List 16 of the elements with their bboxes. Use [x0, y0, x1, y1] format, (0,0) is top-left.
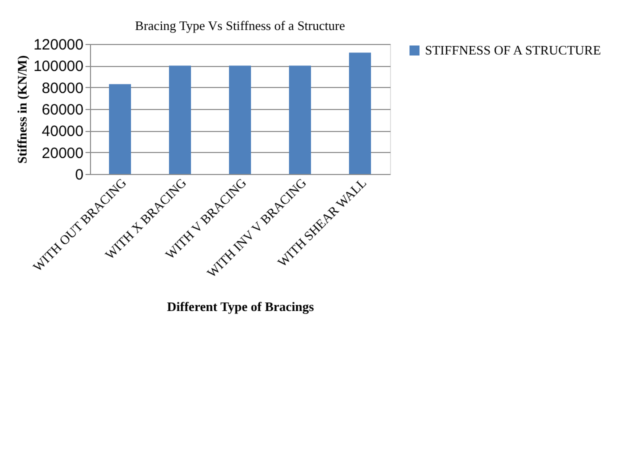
y-tick-label: 80000 — [42, 80, 84, 97]
y-axis-title: Stiffness in (KN/M) — [14, 55, 30, 164]
y-tick-label: 40000 — [42, 123, 84, 140]
legend-label: STIFFNESS OF A STRUCTURE — [425, 42, 601, 58]
y-tick-label: 0 — [75, 166, 84, 184]
y-tick-label: 120000 — [33, 36, 84, 54]
bar — [349, 52, 371, 174]
chart-title: Bracing Type Vs Stiffness of a Structure — [135, 18, 346, 33]
bar — [229, 66, 251, 174]
bar — [109, 84, 131, 174]
bar — [169, 66, 191, 174]
y-tick-label: 100000 — [33, 58, 84, 76]
bar — [289, 66, 311, 174]
y-tick-label: 20000 — [42, 144, 84, 162]
x-axis-title: Different Type of Bracings — [167, 298, 314, 314]
y-tick-label: 60000 — [42, 102, 84, 118]
